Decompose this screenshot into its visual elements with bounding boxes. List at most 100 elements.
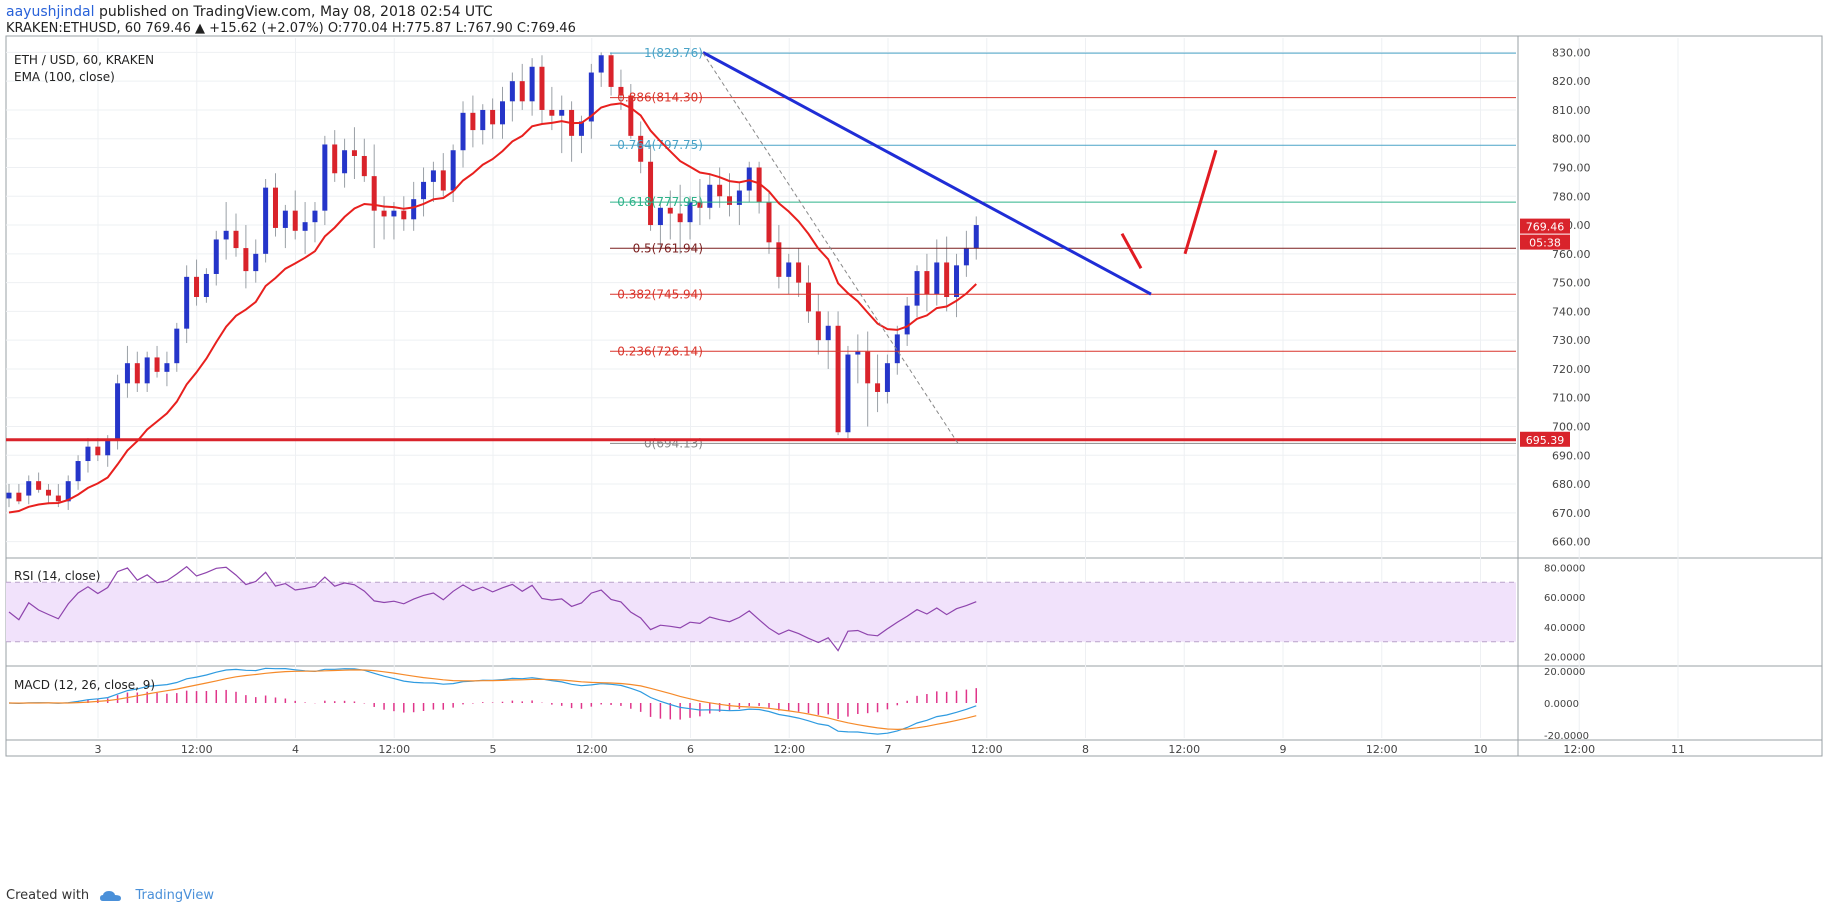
candle-body: [736, 190, 742, 205]
x-tick-label: 7: [885, 743, 892, 756]
x-tick-label: 12:00: [773, 743, 805, 756]
x-tick-label: 12:00: [181, 743, 213, 756]
x-tick-label: 12:00: [576, 743, 608, 756]
candle-body: [628, 95, 634, 136]
x-tick-label: 6: [687, 743, 694, 756]
candle-body: [95, 446, 101, 456]
x-tick-label: 12:00: [1563, 743, 1595, 756]
fib-anchor-line: [702, 52, 959, 444]
candle-body: [677, 213, 683, 223]
countdown-text: 05:38: [1529, 237, 1561, 250]
rsi-label: RSI (14, close): [14, 569, 100, 583]
candle-body: [154, 357, 160, 372]
x-tick-label: 12:00: [1366, 743, 1398, 756]
candle-body: [75, 461, 81, 482]
candle-body: [717, 184, 723, 197]
fib-level-label: 0.236(726.14): [617, 344, 703, 358]
rsi-tick-label: 60.0000: [1544, 593, 1585, 604]
macd-tick-label: -20.0000: [1544, 731, 1589, 742]
candle-body: [697, 202, 703, 208]
ema-indicator-label: EMA (100, close): [14, 70, 115, 84]
candle-body: [213, 239, 219, 274]
candle-body: [598, 55, 604, 73]
candle-body: [36, 481, 42, 490]
candle-body: [351, 150, 357, 156]
fib-level-label: 0.886(814.30): [617, 91, 703, 105]
candle-body: [401, 210, 407, 220]
candle-body: [164, 363, 170, 372]
fib-level-label: 0.764(797.75): [617, 138, 703, 152]
candle-body: [509, 81, 515, 102]
tradingview-brand[interactable]: TradingView: [135, 888, 214, 903]
candle-body: [648, 161, 654, 226]
created-with-text: Created with: [6, 888, 90, 903]
candle-body: [529, 66, 535, 102]
candle-body: [45, 489, 51, 496]
macd-label: MACD (12, 26, close, 9): [14, 678, 155, 692]
y-tick-label: 830.00: [1552, 46, 1591, 59]
countdown-tag: [1520, 234, 1570, 250]
candle-body: [26, 481, 32, 496]
candle-body: [618, 86, 624, 96]
candle-body: [144, 357, 150, 384]
candle-body: [490, 109, 496, 125]
candle-body: [549, 109, 555, 116]
candle-body: [411, 199, 417, 220]
y-tick-label: 660.00: [1552, 536, 1591, 549]
footer: Created with TradingView: [6, 888, 214, 903]
candle-body: [687, 202, 693, 223]
y-tick-label: 780.00: [1552, 190, 1591, 203]
rsi-line: [8, 565, 977, 652]
candle-body: [805, 282, 811, 312]
candle-body: [766, 202, 772, 243]
candle-body: [944, 262, 950, 297]
y-tick-label: 750.00: [1552, 277, 1591, 290]
quote-line: KRAKEN:ETHUSD, 60 769.46 ▲ +15.62 (+2.07…: [6, 21, 576, 36]
candle-body: [756, 167, 762, 203]
candle-body: [845, 354, 851, 433]
candle-body: [381, 210, 387, 217]
y-tick-label: 760.00: [1552, 248, 1591, 261]
candle-body: [332, 144, 338, 174]
candle-body: [194, 276, 200, 297]
candle-body: [322, 144, 328, 211]
candle-body: [243, 248, 249, 272]
candle-body: [470, 112, 476, 131]
candle-body: [65, 481, 71, 502]
candle-body: [825, 325, 831, 341]
support-price-text: 695.39: [1526, 434, 1565, 447]
author-link[interactable]: aayushjindal: [6, 4, 95, 20]
rsi-tick-label: 20.0000: [1544, 653, 1585, 664]
x-tick-label: 4: [292, 743, 299, 756]
plot-frame: [5, 35, 1823, 757]
candle-body: [115, 383, 121, 441]
chart-title: ETH / USD, 60, KRAKEN: [14, 53, 154, 67]
candle-body: [460, 112, 466, 151]
candle-body: [707, 184, 713, 208]
candle-body: [263, 187, 269, 254]
candle-body: [667, 207, 673, 214]
candle-body: [184, 276, 190, 329]
x-tick-label: 3: [95, 743, 102, 756]
candle-body: [519, 81, 525, 102]
candle-body: [894, 334, 900, 364]
candle-body: [914, 271, 920, 306]
candle-body: [361, 155, 367, 177]
fib-level-label: 0.618(777.95): [617, 195, 703, 209]
y-tick-label: 730.00: [1552, 334, 1591, 347]
rsi-band: [6, 582, 1516, 642]
macd-tick-label: 20.0000: [1544, 667, 1585, 678]
candle-body: [539, 66, 545, 110]
candle-body: [203, 273, 209, 297]
rsi-tick-label: 80.0000: [1544, 563, 1585, 574]
candle-body: [657, 207, 663, 226]
publish-header: aayushjindal published on TradingView.co…: [6, 4, 576, 36]
x-tick-label: 5: [490, 743, 497, 756]
x-tick-label: 12:00: [1168, 743, 1200, 756]
candle-body: [924, 271, 930, 295]
candle-body: [727, 196, 733, 205]
candle-body: [608, 55, 614, 87]
y-tick-label: 700.00: [1552, 421, 1591, 434]
candle-body: [746, 167, 752, 191]
